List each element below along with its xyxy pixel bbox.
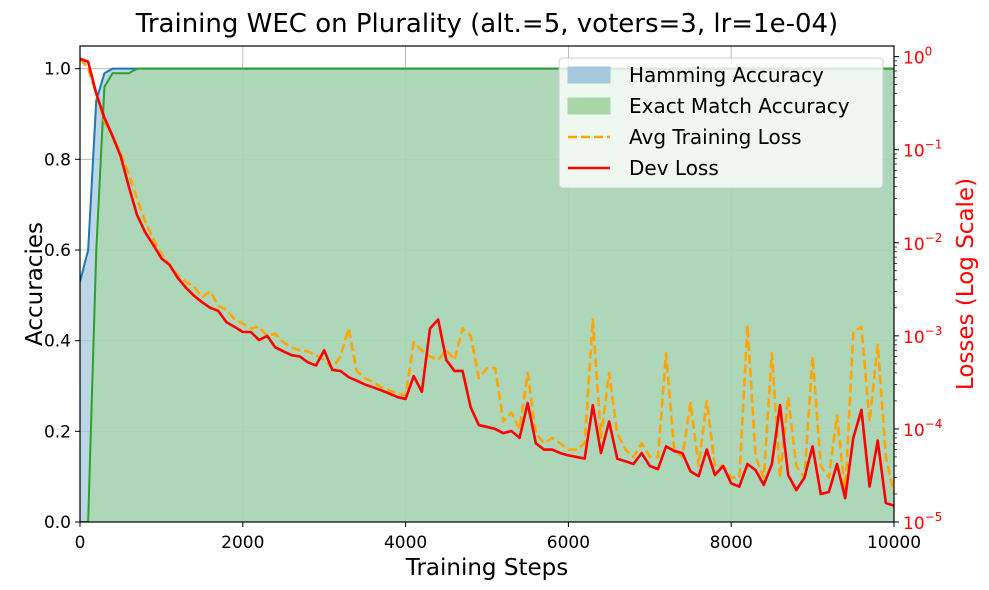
line-avg-training-loss	[80, 57, 894, 496]
y-left-tick-label: 1.0	[44, 60, 71, 80]
y-right-tick-label: 10−1	[903, 138, 942, 162]
legend-box	[558, 57, 884, 189]
legend-label: Dev Loss	[629, 156, 719, 180]
y-left-tick-label: 0.8	[44, 150, 71, 170]
y-axis-left: 0.0 0.2 0.4 0.6 0.8 1.0	[44, 60, 80, 533]
y-left-tick-label: 0.6	[44, 241, 71, 261]
x-tick-label: 6000	[547, 533, 590, 553]
line-dev-loss	[80, 57, 894, 507]
y-right-tick-label: 10−2	[903, 231, 942, 255]
x-tick-label: 4000	[384, 533, 427, 553]
y-left-tick-label: 0.4	[44, 332, 71, 352]
legend-label: Exact Match Accuracy	[629, 94, 850, 118]
legend-label: Hamming Accuracy	[629, 63, 824, 87]
line-exact-match-accuracy	[80, 67, 894, 522]
legend-label: Avg Training Loss	[629, 125, 802, 149]
x-tick-label: 10000	[867, 533, 921, 553]
x-tick-label: 2000	[221, 533, 264, 553]
x-tick-label: 0	[75, 533, 86, 553]
x-tick-label: 8000	[710, 533, 753, 553]
y-left-tick-label: 0.2	[44, 422, 71, 442]
y-left-tick-label: 0.0	[44, 513, 71, 533]
y-axis-right: 10−5 10−4 10−3 10−2 10−1 100	[894, 45, 942, 534]
legend-swatch	[567, 66, 611, 84]
y-axis-right-label: Losses (Log Scale)	[953, 178, 979, 390]
x-axis-label: Training Steps	[405, 555, 568, 581]
y-right-tick-label: 10−4	[903, 417, 942, 441]
x-axis: 0 2000 4000 6000 8000 10000	[75, 522, 921, 553]
chart-title: Training WEC on Plurality (alt.=5, voter…	[135, 9, 838, 39]
y-axis-left-label: Accuracies	[22, 222, 48, 346]
legend-swatch	[567, 97, 611, 115]
y-right-tick-label: 10−3	[903, 324, 942, 348]
plot-frame	[79, 45, 895, 523]
y-right-tick-label: 100	[903, 45, 932, 69]
y-right-tick-label: 10−5	[903, 510, 942, 534]
legend: Hamming Accuracy Exact Match Accuracy Avg …	[558, 57, 884, 189]
